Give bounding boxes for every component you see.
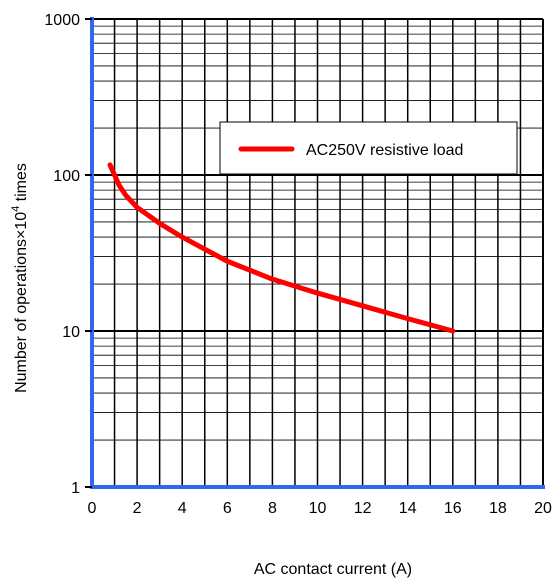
x-tick-label: 12	[354, 500, 372, 517]
series-line	[107, 162, 456, 334]
x-tick-label: 4	[178, 500, 187, 517]
axes-layer	[90, 17, 545, 489]
x-tick-label: 14	[399, 500, 417, 517]
y-axis-title-exp: 4	[10, 206, 22, 212]
legend-label: AC250V resistive load	[306, 142, 463, 159]
x-tick-label: 2	[133, 500, 142, 517]
x-tick-label: 18	[489, 500, 507, 517]
y-axis-title-suffix: times	[13, 163, 30, 206]
y-axis-title: Number of operations×104 times	[10, 163, 30, 393]
x-tick-label: 20	[534, 500, 552, 517]
grid-layer	[92, 18, 543, 488]
y-tick-label: 1	[71, 480, 80, 497]
y-tick-label: 100	[53, 168, 80, 185]
ticks-layer: 1 10 100 1000 0 2 4 6 8 10 12 14 16 18 20	[44, 12, 552, 517]
x-tick-label: 8	[268, 500, 277, 517]
x-tick-label: 16	[444, 500, 462, 517]
y-tick-label: 1000	[44, 12, 80, 29]
y-axis-title-base: 10	[13, 212, 30, 230]
x-tick-label: 6	[223, 500, 232, 517]
series-layer	[107, 162, 456, 334]
x-tick-label: 0	[88, 500, 97, 517]
x-axis-title: AC contact current (A)	[254, 561, 412, 578]
x-tick-label: 10	[309, 500, 327, 517]
y-tick-label: 10	[62, 324, 80, 341]
legend: AC250V resistive load	[219, 121, 518, 175]
y-axis-title-main: Number of operations×	[13, 230, 30, 393]
